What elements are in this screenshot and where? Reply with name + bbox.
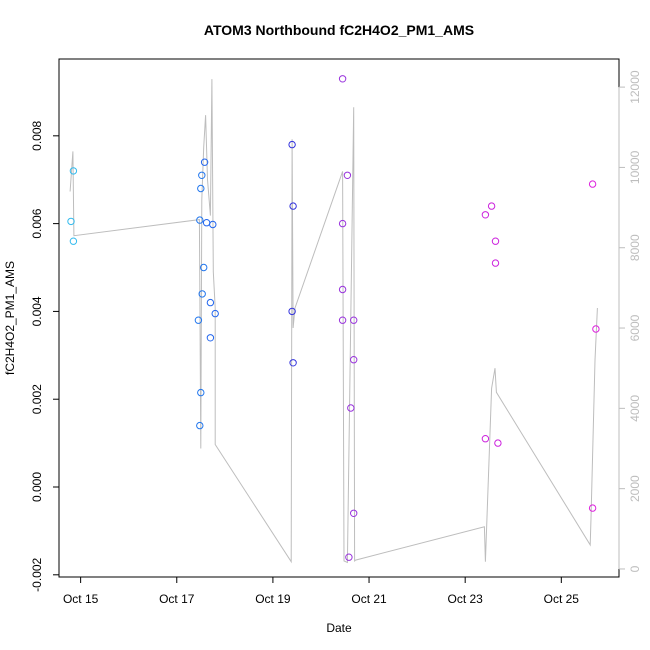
data-point-38: [592, 325, 600, 333]
data-point-30: [345, 553, 353, 561]
data-point-5: [197, 184, 205, 193]
x-axis: Oct 15 Oct 17 Oct 19 Oct 21 Oct 23 Oct 25: [63, 576, 580, 606]
y2-tick-label-6: 12000: [628, 70, 642, 104]
x-tick-label-4: Oct 23: [448, 592, 484, 606]
x-tick-label-5: Oct 25: [544, 592, 580, 606]
data-point-20: [289, 359, 297, 367]
data-point-35: [481, 435, 490, 443]
data-point-14: [206, 334, 215, 342]
data-point-37: [588, 180, 597, 188]
data-point-32: [487, 202, 496, 210]
y-tick-label-0: -0.002: [30, 557, 44, 591]
y2-tick-label-5: 10000: [628, 150, 642, 184]
data-point-23: [338, 219, 347, 228]
data-point-34: [491, 259, 500, 267]
data-point-33: [491, 237, 500, 245]
data-point-6: [197, 388, 205, 397]
data-point-12: [202, 219, 211, 227]
data-point-17: [288, 140, 296, 149]
data-point-11: [200, 158, 209, 166]
y2-tick-label-0: 0: [628, 565, 642, 572]
y-axis-left: -0.002 0.000 0.002 0.004 0.006 0.008: [30, 120, 60, 592]
y-tick-label-2: 0.002: [30, 384, 44, 414]
data-points-layer: [67, 75, 600, 561]
data-point-8: [198, 171, 206, 180]
data-point-3: [194, 316, 203, 324]
data-point-36: [494, 439, 502, 447]
y2-tick-label-4: 8000: [628, 234, 642, 261]
data-point-9: [198, 290, 206, 298]
x-tick-label-0: Oct 15: [63, 592, 99, 606]
data-point-39: [588, 504, 597, 512]
y-tick-label-1: 0.000: [30, 472, 44, 502]
y-axis-right: 0 2000 4000 6000 8000 10000 12000: [618, 70, 642, 572]
plot-area-frame: [58, 58, 620, 578]
x-tick-label-2: Oct 19: [255, 592, 291, 606]
y-tick-label-4: 0.006: [30, 208, 44, 238]
x-tick-label-3: Oct 21: [351, 592, 387, 606]
secondary-series-layer: [69, 79, 598, 564]
data-point-22: [343, 171, 352, 180]
y-axis-label: fC2H4O2_PM1_AMS: [3, 261, 17, 375]
y2-tick-label-2: 4000: [628, 395, 642, 422]
data-point-16: [211, 309, 219, 318]
data-point-7: [196, 421, 204, 430]
data-point-15: [209, 220, 217, 229]
data-point-1: [69, 167, 78, 175]
data-point-2: [69, 237, 78, 245]
y-tick-label-5: 0.008: [30, 120, 44, 150]
data-point-19: [288, 307, 296, 316]
chart-title: ATOM3 Northbound fC2H4O2_PM1_AMS: [204, 22, 474, 38]
data-point-24: [338, 285, 347, 294]
data-point-10: [200, 263, 208, 272]
data-point-25: [338, 316, 347, 324]
y2-tick-label-1: 2000: [628, 475, 642, 502]
data-point-4: [196, 216, 204, 224]
data-point-26: [350, 316, 358, 324]
y-tick-label-3: 0.004: [30, 296, 44, 326]
x-tick-label-1: Oct 17: [159, 592, 195, 606]
data-point-27: [350, 356, 358, 364]
data-point-31: [481, 211, 490, 219]
data-point-0: [67, 217, 75, 226]
data-point-29: [350, 509, 358, 517]
data-point-28: [347, 404, 355, 412]
data-point-21: [338, 75, 347, 83]
x-axis-label: Date: [326, 621, 352, 635]
data-point-18: [289, 202, 297, 210]
data-point-13: [206, 298, 215, 307]
secondary-series-line: [69, 79, 598, 564]
y2-tick-label-3: 6000: [628, 314, 642, 341]
